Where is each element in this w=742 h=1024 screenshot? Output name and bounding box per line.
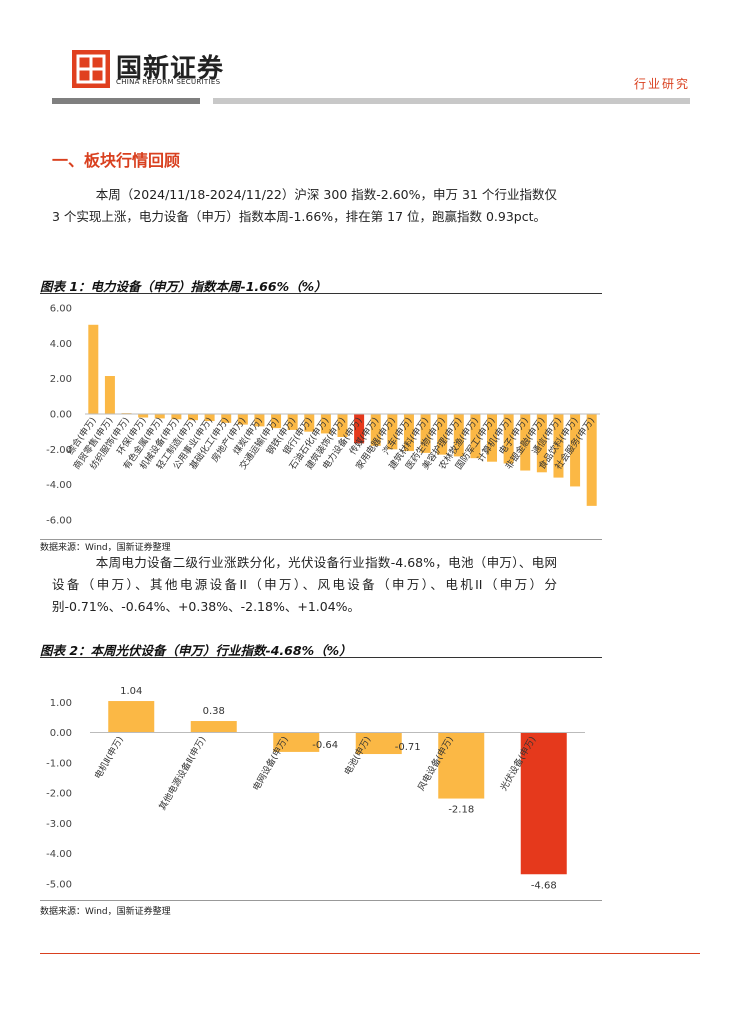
footer-rule — [40, 953, 700, 954]
bar — [355, 732, 402, 755]
y-tick-label: -6.00 — [46, 516, 72, 527]
brand-en: CHINA REFORM SECURITIES — [116, 78, 221, 86]
y-tick-label: -2.00 — [46, 445, 72, 456]
bar — [273, 732, 320, 752]
bar — [354, 414, 365, 444]
y-tick-label: -2.00 — [46, 789, 72, 800]
figure-title: 图表 2：本周光伏设备（申万）行业指数-4.68%（%） — [40, 643, 352, 658]
bar — [437, 414, 448, 455]
bar — [254, 414, 265, 427]
bar — [337, 414, 348, 437]
y-tick-label: -4.00 — [46, 480, 72, 491]
bar — [187, 414, 198, 421]
bar — [453, 414, 464, 457]
heading: 一、板块行情回顾 — [52, 151, 181, 170]
bar — [536, 414, 547, 473]
bar — [221, 414, 232, 423]
source: 数据来源：Wind，国新证券整理 — [40, 907, 171, 917]
bar — [370, 414, 381, 446]
chart: 6.004.002.000.00-2.00-4.00-6.00综合(申万)商贸零… — [46, 304, 600, 527]
rule — [40, 900, 602, 901]
x-tick-label: 其他电源设备Ⅱ(申万) — [156, 734, 208, 812]
rule — [40, 293, 602, 294]
chart: 1.00 0.00 -1.00 -2.00 -3.00 -4.00 -5.00 电机Ⅱ(申万)… — [46, 686, 585, 891]
bar — [104, 376, 115, 414]
value-label: -0.64 — [312, 740, 338, 751]
bar — [520, 732, 567, 875]
bar — [271, 414, 282, 429]
value-label: 0.38 — [203, 706, 225, 717]
bar — [204, 414, 215, 422]
value-label: -0.71 — [395, 742, 421, 753]
header-bar — [213, 98, 690, 104]
bar — [304, 414, 315, 432]
bar — [438, 732, 485, 799]
bar — [287, 414, 298, 430]
x-tick-label: 电机Ⅱ(申万) — [92, 734, 126, 781]
y-tick-label: 1.00 — [50, 698, 72, 709]
bar — [520, 414, 531, 471]
bar — [503, 414, 514, 464]
y-tick-label: -1.00 — [46, 758, 72, 769]
bar — [108, 701, 155, 733]
bar — [553, 414, 564, 478]
bar — [470, 414, 481, 459]
source: 数据来源：Wind，国新证券整理 — [40, 543, 171, 553]
header-bar — [52, 98, 200, 104]
paragraph: 本周电力设备二级行业涨跌分化，光伏设备行业指数-4.68%，电池（申万）、电网设… — [52, 555, 557, 614]
brand: 国新证券 — [116, 54, 225, 84]
x-tick-label: 电网设备(申万) — [250, 734, 291, 793]
value-label: 1.04 — [120, 686, 142, 697]
bar — [171, 414, 182, 420]
paragraph: 本周（2024/11/18-2024/11/22）沪深 300 指数-2.60%… — [52, 187, 557, 224]
section-label: 行业研究 — [633, 77, 690, 91]
bar — [320, 414, 331, 434]
logo-icon — [72, 50, 110, 88]
bar — [403, 414, 414, 452]
bar — [420, 414, 431, 453]
bar — [154, 414, 165, 419]
value-label: -2.18 — [448, 805, 474, 816]
rule — [40, 539, 602, 540]
bar — [138, 414, 149, 418]
figure-title: 图表 1：电力设备（申万）指数本周-1.66%（%） — [40, 279, 327, 294]
y-tick-label: 0.00 — [50, 410, 72, 421]
bar — [487, 414, 498, 462]
y-tick-label: -5.00 — [46, 879, 72, 890]
bar — [237, 414, 248, 425]
y-tick-label: 0.00 — [50, 728, 72, 739]
bar — [88, 324, 99, 414]
y-tick-label: -4.00 — [46, 849, 72, 860]
value-label: -4.68 — [531, 880, 557, 891]
y-tick-label: 2.00 — [50, 374, 72, 385]
rule — [40, 657, 602, 658]
bar — [190, 721, 237, 733]
bar — [570, 414, 581, 487]
y-tick-label: -3.00 — [46, 819, 72, 830]
y-tick-label: 4.00 — [50, 339, 72, 350]
bar — [586, 414, 597, 506]
bar — [387, 414, 398, 450]
y-tick-label: 6.00 — [50, 304, 72, 315]
